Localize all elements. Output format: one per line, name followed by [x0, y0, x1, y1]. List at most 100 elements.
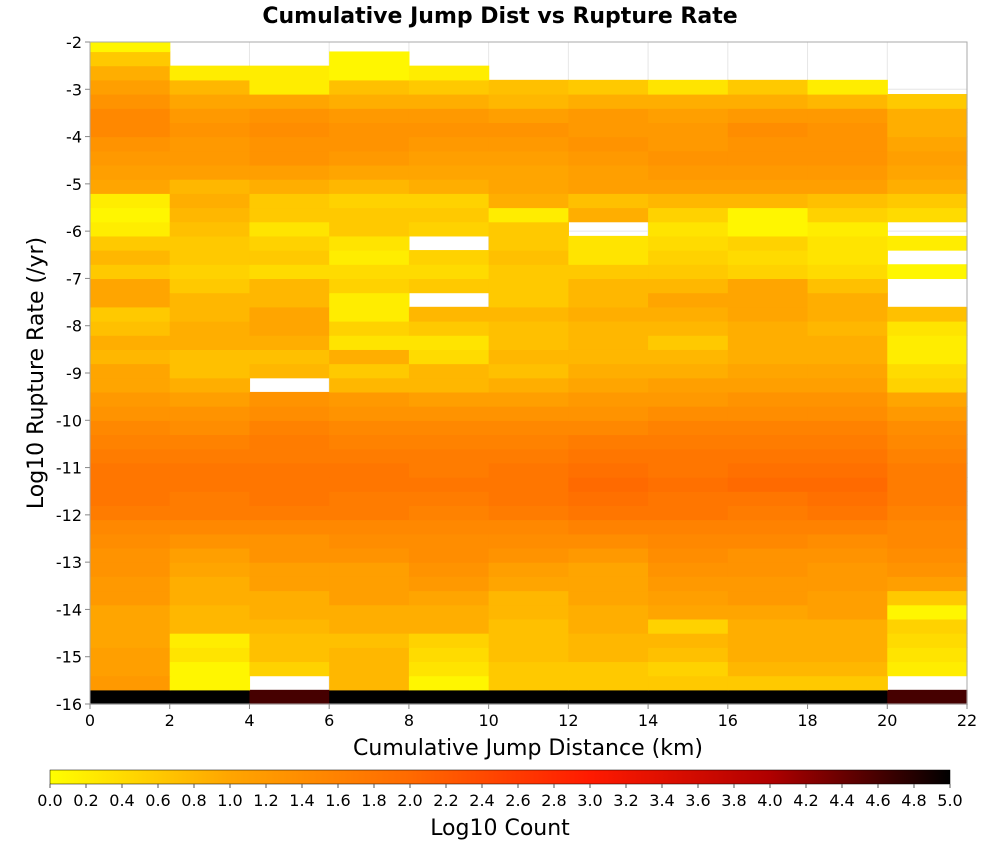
heatmap-cell — [249, 349, 330, 365]
heatmap-cell — [648, 207, 729, 223]
heatmap-cell — [169, 164, 251, 180]
heatmap-cell — [648, 122, 729, 138]
heatmap-cell — [169, 618, 251, 634]
heatmap-cell — [488, 179, 569, 194]
heatmap-cell — [249, 264, 330, 280]
heatmap-cell — [488, 618, 569, 634]
heatmap-cell — [648, 661, 729, 677]
heatmap-cell — [887, 661, 968, 677]
heatmap-cell — [648, 689, 729, 705]
heatmap-cell — [249, 250, 330, 265]
heatmap-cell — [488, 320, 569, 336]
heatmap-cell — [887, 618, 968, 634]
colorbar-tick-label: 3.2 — [613, 791, 638, 810]
heatmap-cell — [408, 349, 490, 365]
heatmap-cell — [807, 590, 888, 606]
heatmap-cell — [169, 65, 251, 81]
colorbar — [49, 769, 951, 785]
heatmap-cell — [249, 108, 330, 123]
heatmap-cell — [90, 675, 171, 691]
heatmap-cell — [249, 491, 330, 506]
colorbar-tick-label: 1.4 — [289, 791, 314, 810]
chart-title: Cumulative Jump Dist vs Rupture Rate — [262, 4, 737, 29]
heatmap-cell — [249, 604, 330, 620]
heatmap-cell — [90, 604, 171, 620]
heatmap-cell — [249, 363, 330, 379]
heatmap-cell — [648, 349, 729, 365]
heatmap-cell — [648, 221, 729, 237]
heatmap-cell — [568, 604, 649, 620]
x-tick-label: 10 — [478, 711, 498, 730]
heatmap-cell — [807, 633, 888, 648]
heatmap-cell — [169, 406, 251, 421]
heatmap-cell — [249, 420, 330, 436]
heatmap-cell — [408, 647, 490, 663]
heatmap-cell — [488, 235, 569, 251]
y-tick-label: -12 — [56, 506, 82, 525]
heatmap-cell — [568, 377, 649, 393]
heatmap-cell — [329, 221, 410, 237]
heatmap-cell — [568, 122, 649, 138]
heatmap-cell — [329, 505, 410, 521]
colorbar-tick-label: 2.8 — [541, 791, 566, 810]
heatmap-cell — [727, 306, 809, 322]
heatmap-cell — [727, 406, 809, 421]
heatmap-cell — [727, 264, 809, 280]
heatmap-cell — [488, 477, 569, 492]
heatmap-cell — [727, 193, 809, 209]
heatmap-cell — [488, 164, 569, 180]
heatmap-cell — [727, 79, 809, 95]
heatmap-cell — [488, 292, 569, 308]
x-tick-label: 22 — [957, 711, 977, 730]
heatmap-cell — [648, 462, 729, 478]
heatmap-cell — [408, 250, 490, 265]
heatmap-cell — [887, 193, 968, 209]
heatmap-cell — [648, 193, 729, 209]
heatmap-cell — [568, 633, 649, 648]
heatmap-cell — [568, 689, 649, 705]
heatmap-cell — [807, 448, 888, 464]
heatmap-cell — [727, 377, 809, 393]
colorbar-tick-label: 4.2 — [793, 791, 818, 810]
heatmap-cell — [249, 79, 330, 95]
heatmap-cell — [249, 647, 330, 663]
heatmap-cell — [90, 618, 171, 634]
heatmap-cell — [887, 562, 968, 577]
heatmap-cell — [807, 207, 888, 223]
heatmap-cell — [488, 391, 569, 407]
heatmap-cell — [169, 108, 251, 123]
heatmap-cell — [887, 633, 968, 648]
heatmap-cell — [807, 647, 888, 663]
heatmap-cell — [408, 391, 490, 407]
heatmap-cell — [90, 79, 171, 95]
heatmap-cell — [408, 150, 490, 166]
heatmap-cell — [568, 193, 649, 209]
heatmap-cell — [488, 661, 569, 677]
colorbar-tick-label: 1.6 — [325, 791, 350, 810]
heatmap-cell — [488, 462, 569, 478]
heatmap-cell — [807, 562, 888, 577]
y-tick-label: -4 — [66, 128, 82, 147]
heatmap-cell — [807, 108, 888, 123]
y-tick-label: -16 — [56, 695, 82, 714]
heatmap-cell — [887, 235, 968, 251]
heatmap-cell — [807, 320, 888, 336]
y-tick-label: -8 — [66, 317, 82, 336]
heatmap-cell — [169, 590, 251, 606]
heatmap-cell — [568, 136, 649, 152]
heatmap-cell — [727, 533, 809, 549]
heatmap-cell — [488, 590, 569, 606]
heatmap-cell — [807, 363, 888, 379]
heatmap-cell — [807, 235, 888, 251]
colorbar-tick-label: 4.6 — [865, 791, 890, 810]
heatmap-cell — [249, 689, 330, 705]
heatmap-cell — [648, 505, 729, 521]
heatmap-cell — [807, 221, 888, 237]
heatmap-cell — [568, 292, 649, 308]
colorbar-tick-label: 2.4 — [469, 791, 494, 810]
colorbar-tick-label: 1.2 — [253, 791, 278, 810]
heatmap-cell — [727, 150, 809, 166]
heatmap-cell — [249, 320, 330, 336]
colorbar-tick-label: 4.8 — [901, 791, 926, 810]
heatmap-cell — [488, 505, 569, 521]
